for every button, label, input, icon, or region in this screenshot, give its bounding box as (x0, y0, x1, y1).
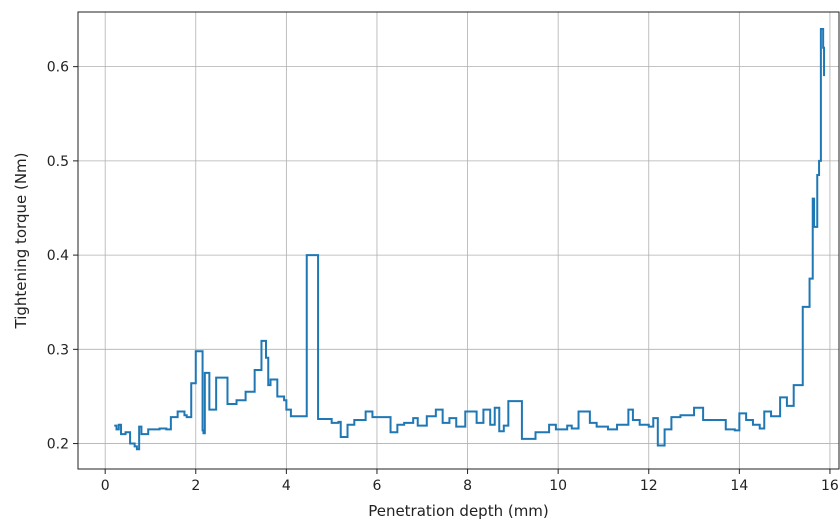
torque-series-line (114, 27, 826, 451)
y-axis-label: Tightening torque (Nm) (12, 152, 30, 329)
x-tick-label: 8 (463, 478, 472, 494)
x-tick-label: 0 (101, 478, 110, 494)
y-tick-label: 0.2 (47, 437, 69, 453)
x-tick-label: 10 (549, 478, 567, 494)
x-tick-label: 6 (373, 478, 382, 494)
x-axis-label: Penetration depth (mm) (368, 502, 549, 520)
x-tick-label: 14 (730, 478, 748, 494)
y-tick-label: 0.6 (47, 60, 69, 76)
x-tick-label: 4 (282, 478, 291, 494)
x-tick-label: 12 (640, 478, 658, 494)
series-layer (114, 27, 826, 451)
plot-frame (77, 11, 840, 470)
x-tick-label: 16 (821, 478, 839, 494)
x-tick-label: 2 (191, 478, 200, 494)
y-tick-label: 0.4 (47, 248, 69, 264)
y-tick-label: 0.3 (47, 342, 69, 358)
grid (78, 12, 839, 469)
ticks: 0 2 4 6 8 10 12 14 16 0.2 0.3 0.4 0.5 0.6 (47, 60, 839, 494)
y-tick-label: 0.5 (47, 154, 69, 170)
